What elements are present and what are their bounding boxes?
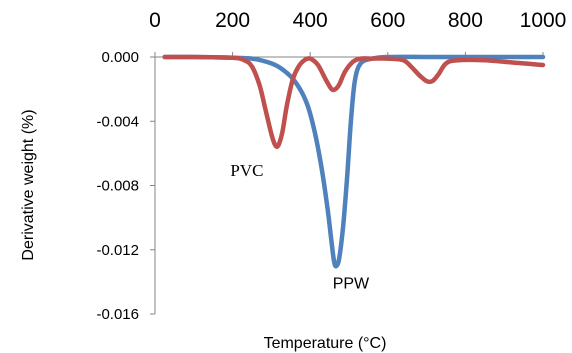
y-axis-title: Derivative weight (%): [20, 109, 37, 260]
y-tick-label: -0.016: [96, 306, 139, 323]
y-tick-label: -0.008: [96, 178, 139, 195]
axes: 0.000 -0.004 -0.008 -0.012 -0.016 0 200 400 600 8…: [96, 9, 566, 323]
y-tick-label: 0.000: [101, 49, 139, 66]
labels-layer: PVC PPW: [230, 161, 370, 292]
x-tick-label: 400: [293, 9, 328, 32]
y-tick-label: -0.012: [96, 242, 139, 259]
y-tick-label: -0.004: [96, 113, 139, 130]
x-tick-label: 1000: [520, 9, 567, 32]
x-tick-label: 200: [215, 9, 250, 32]
series-line-2: [162, 54, 546, 150]
x-tick-label: 0: [149, 9, 161, 32]
annotation-ppw: PPW: [333, 275, 370, 292]
x-tick-label: 600: [370, 9, 405, 32]
annotation-pvc: PVC: [230, 161, 263, 180]
x-axis-title: Temperature (°C): [264, 335, 387, 352]
series-layer: [162, 54, 546, 269]
x-tick-label: 800: [448, 9, 483, 32]
